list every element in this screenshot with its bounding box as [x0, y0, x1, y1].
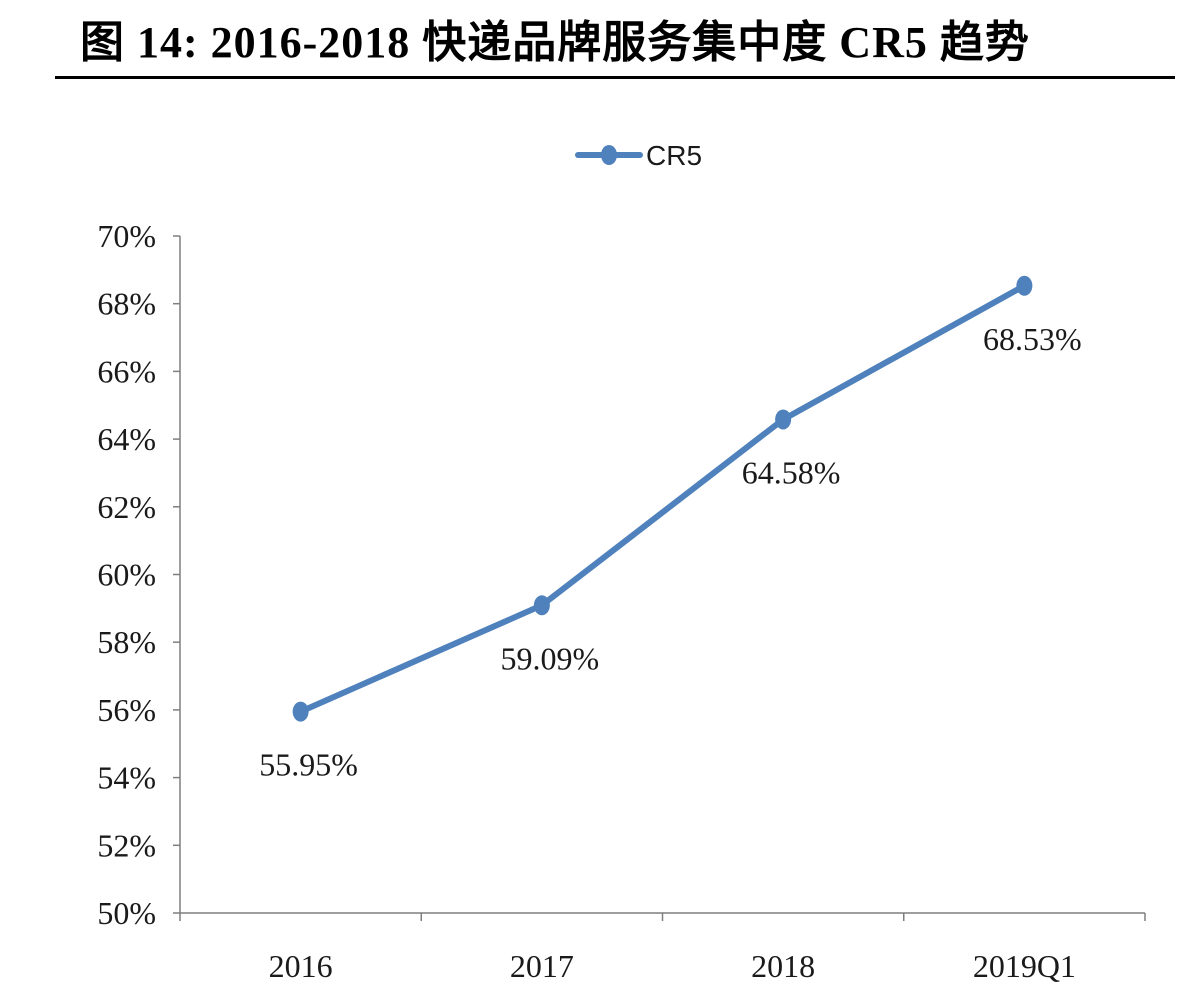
legend-marker-swatch — [601, 145, 617, 165]
y-tick-label: 62% — [97, 489, 156, 525]
data-labels-layer: 55.95% 59.09% 64.58% 68.53% — [259, 321, 1081, 783]
cr5-series-line — [297, 282, 1028, 715]
series-layer — [292, 275, 1033, 722]
figure-title: 图 14: 2016-2018 快递品牌服务集中度 CR5 趋势 — [80, 18, 1030, 67]
y-tick-label: 64% — [97, 421, 156, 457]
cr5-data-label: 68.53% — [983, 321, 1082, 357]
x-tick-label: 2016 — [269, 948, 333, 984]
y-tick-label: 56% — [97, 692, 156, 728]
cr5-data-label: 55.95% — [259, 747, 358, 783]
chart-axes: 50% 52% 54% 56% 58% 60% 62% 64% 66% 68% 70% 2016 201… — [97, 218, 1146, 984]
y-tick-label: 52% — [97, 827, 156, 863]
legend-label: CR5 — [646, 140, 702, 171]
cr5-data-point — [533, 595, 550, 616]
title-divider — [55, 76, 1175, 79]
y-tick-label: 68% — [97, 286, 156, 322]
cr5-data-label: 59.09% — [501, 640, 600, 676]
cr5-data-point — [775, 409, 792, 430]
cr5-data-label: 64.58% — [742, 454, 841, 490]
cr5-data-point — [292, 701, 309, 722]
y-tick-label: 54% — [97, 760, 156, 796]
y-tick-label: 66% — [97, 353, 156, 389]
chart-legend: CR5 — [575, 140, 702, 171]
y-tick-label: 70% — [97, 218, 156, 254]
y-tick-label: 60% — [97, 557, 156, 593]
y-tick-label: 50% — [97, 895, 156, 931]
x-tick-label: 2019Q1 — [973, 948, 1076, 984]
y-tick-label: 58% — [97, 624, 156, 660]
cr5-data-point — [1016, 275, 1033, 296]
x-tick-label: 2018 — [751, 948, 815, 984]
x-tick-label: 2017 — [510, 948, 574, 984]
